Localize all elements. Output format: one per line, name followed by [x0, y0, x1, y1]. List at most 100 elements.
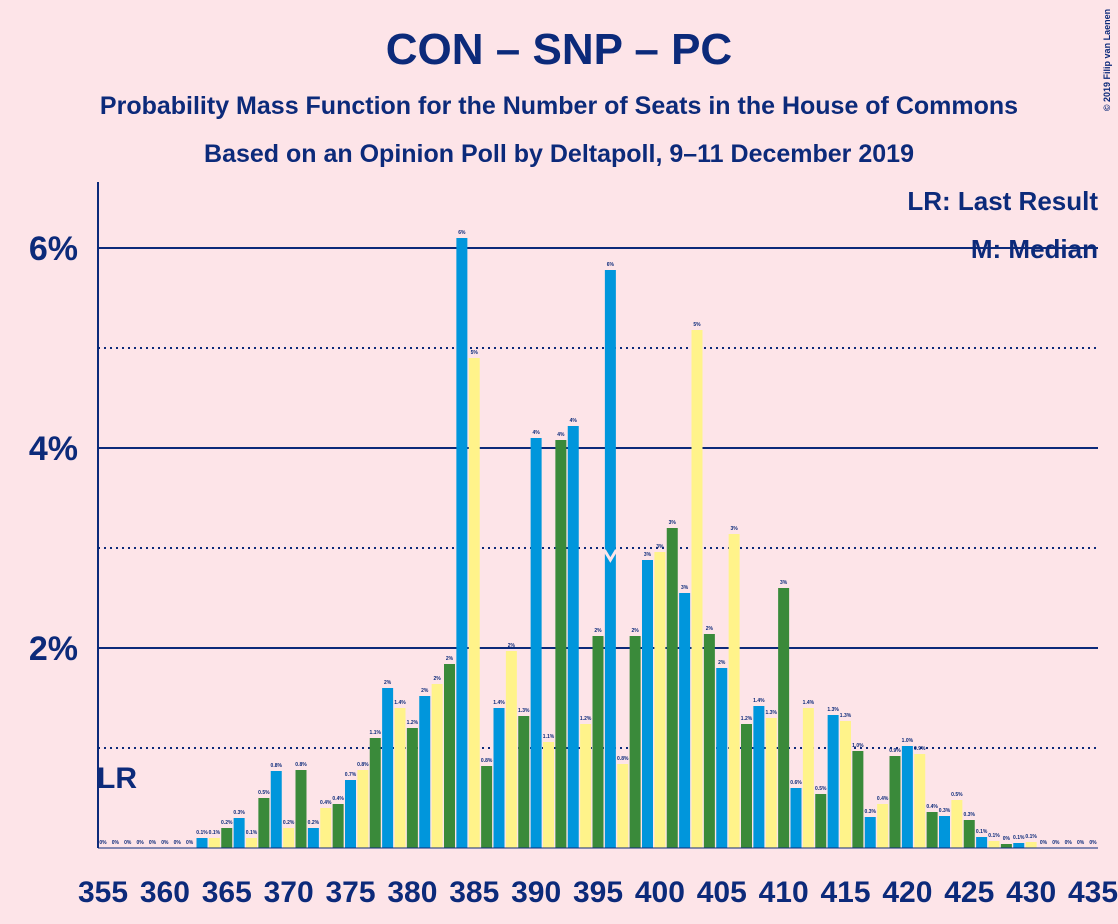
x-tick-label: 400	[635, 876, 685, 909]
value-label: 1.3%	[840, 713, 852, 719]
value-label: 1.3%	[827, 707, 839, 713]
value-label: 2%	[446, 656, 454, 662]
x-tick-label: 415	[820, 876, 870, 909]
bar	[592, 636, 604, 848]
value-label: 0%	[1077, 840, 1085, 846]
value-label: 0.3%	[233, 810, 245, 816]
x-tick-label: 365	[202, 876, 252, 909]
value-label: 0.4%	[320, 800, 332, 806]
bar	[728, 534, 740, 848]
value-label: 0%	[174, 840, 182, 846]
bar	[332, 804, 344, 848]
value-label: 0.1%	[196, 830, 208, 836]
x-tick-label: 425	[944, 876, 994, 909]
bar	[382, 688, 394, 848]
bar	[679, 593, 691, 848]
value-label: 2%	[421, 688, 429, 694]
x-tick-label: 420	[882, 876, 932, 909]
bar	[827, 715, 839, 848]
chart-subtitle: Probability Mass Function for the Number…	[100, 92, 1018, 120]
value-label: 0%	[1052, 840, 1060, 846]
bar	[431, 684, 443, 848]
bar	[233, 818, 245, 848]
last-result-label: LR	[97, 762, 137, 795]
bar	[852, 751, 864, 848]
value-label: 4%	[557, 432, 565, 438]
value-label: 2%	[718, 660, 726, 666]
bar	[518, 716, 530, 848]
value-label: 0.8%	[617, 756, 629, 762]
value-label: 1.2%	[580, 716, 592, 722]
bar	[642, 560, 653, 848]
value-label: 0%	[1040, 840, 1048, 846]
value-label: 0.4%	[877, 796, 889, 802]
bar	[939, 816, 950, 848]
bar	[1013, 843, 1025, 848]
bar	[196, 838, 208, 848]
x-tick-label: 430	[1006, 876, 1056, 909]
value-label: 1.2%	[407, 720, 419, 726]
value-label: 0.3%	[865, 809, 877, 815]
value-label: 0.4%	[926, 804, 938, 810]
value-label: 0.2%	[283, 820, 295, 826]
value-label: 2%	[384, 680, 392, 686]
value-label: 0.3%	[939, 808, 951, 814]
chart-title: CON – SNP – PC	[386, 25, 732, 74]
y-tick-label: 4%	[29, 430, 78, 468]
value-label: 3%	[731, 526, 739, 532]
x-tick-label: 395	[573, 876, 623, 909]
value-label: 0.5%	[258, 790, 270, 796]
value-label: 4%	[533, 430, 541, 436]
x-tick-label: 375	[325, 876, 375, 909]
bar	[629, 636, 641, 848]
bar	[406, 728, 418, 848]
value-label: 6%	[458, 230, 466, 236]
value-label: 2%	[434, 676, 442, 682]
bar	[617, 764, 629, 848]
bar	[914, 754, 926, 848]
bar	[567, 426, 579, 848]
bar	[951, 800, 963, 848]
value-label: 0.9%	[889, 748, 901, 754]
bar	[270, 771, 282, 848]
value-label: 5%	[471, 350, 479, 356]
value-label: 0.9%	[914, 746, 926, 752]
bar	[654, 552, 666, 848]
bar	[505, 651, 517, 848]
bar	[258, 798, 270, 848]
bar	[840, 721, 851, 848]
bar	[716, 668, 728, 848]
value-label: 0.5%	[951, 792, 963, 798]
value-label: 0.1%	[976, 829, 988, 835]
value-label: 1.2%	[741, 716, 753, 722]
value-label: 1.0%	[902, 738, 914, 744]
value-label: 5%	[693, 322, 701, 328]
bar	[394, 708, 406, 848]
bar	[530, 438, 542, 848]
value-label: 0.2%	[221, 820, 233, 826]
bar	[456, 238, 468, 848]
value-label: 0%	[1065, 840, 1073, 846]
value-label: 0%	[99, 840, 107, 846]
value-label: 0.8%	[357, 762, 369, 768]
bar	[468, 358, 480, 848]
value-label: 1.3%	[518, 708, 530, 714]
bar	[703, 634, 715, 848]
value-label: 0.1%	[209, 830, 221, 836]
value-label: 1.4%	[394, 700, 406, 706]
value-label: 0.2%	[308, 820, 320, 826]
x-tick-label: 385	[449, 876, 499, 909]
value-label: 0.7%	[345, 772, 357, 778]
median-marker	[603, 549, 618, 563]
value-label: 0.4%	[332, 796, 344, 802]
value-label: 2%	[594, 628, 602, 634]
bar	[444, 664, 455, 848]
value-label: 6%	[607, 262, 615, 268]
bar	[753, 706, 765, 848]
value-label: 1.4%	[493, 700, 505, 706]
x-tick-label: 360	[140, 876, 190, 909]
value-label: 0%	[1089, 840, 1097, 846]
chart-subtitle: Based on an Opinion Poll by Deltapoll, 9…	[204, 140, 914, 168]
bar	[419, 696, 431, 848]
